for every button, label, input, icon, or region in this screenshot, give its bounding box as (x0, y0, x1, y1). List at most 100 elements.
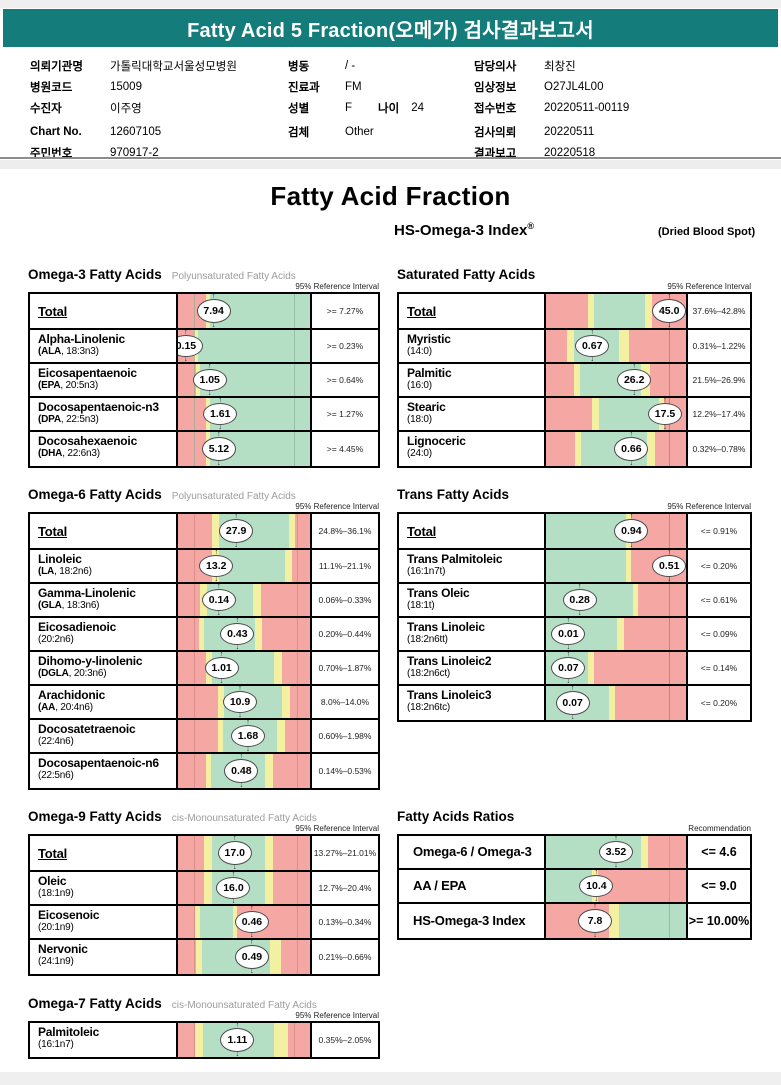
reference-hairline (296, 514, 298, 548)
zone-red (628, 330, 686, 362)
value-marker: ↑ 1.61 ↓ (203, 398, 238, 430)
fatty-acid-name: AA / EPA (399, 870, 546, 902)
arrow-down-icon: ↓ (246, 746, 250, 752)
fatty-acid-label: Trans Palmitoleic (407, 552, 503, 566)
panel-table: Total ↑ 27.9 ↓ 24.8%–36.1% Linoleic (LA, 18:2n… (28, 512, 380, 790)
zone-yellow (205, 754, 211, 788)
fatty-acid-row: Trans Oleic (18:1t) ↑ 0.28 ↓ <= 0.61% (399, 584, 750, 618)
reference-interval: <= 0.91% (686, 514, 750, 548)
fatty-acid-label: Total (38, 846, 68, 861)
panel-head: Trans Fatty Acids 95% Reference Interval (397, 486, 752, 512)
field-value: O27JL4L00 (544, 80, 604, 93)
arrow-up-icon: ↑ (594, 870, 599, 876)
value-oval: 0.49 (234, 945, 269, 969)
arrow-up-icon: ↑ (566, 618, 571, 624)
fatty-acid-formula: (24:0) (407, 448, 432, 459)
fatty-acid-formula: (18:2n6tc) (407, 702, 451, 713)
arrow-down-icon: ↓ (235, 1051, 240, 1057)
zone-red (178, 872, 205, 904)
reference-bar: ↑ 0.07 ↓ (546, 652, 686, 684)
value-oval: 3.52 (599, 841, 633, 863)
patient-info-row: 임상정보 O27JL4L00 (474, 76, 629, 97)
field-value: 최창진 (544, 60, 576, 73)
arrow-down-icon: ↓ (214, 576, 219, 582)
reference-bar: ↑ 1.01 ↓ (178, 652, 310, 684)
fatty-acid-row: Docosapentaenoic-n6 (22:5n6) ↑ 0.48 ↓ 0.14%–0… (30, 754, 378, 788)
arrow-up-icon: ↑ (211, 294, 216, 300)
registered-mark: ® (527, 221, 535, 231)
reference-bar: ↑ 10.9 ↓ (178, 686, 310, 718)
reference-interval: 0.31%–1.22% (686, 330, 750, 362)
field-value: 이주영 (110, 102, 142, 115)
reference-hairline (296, 584, 298, 616)
fatty-acid-label: Nervonic (38, 942, 88, 956)
fatty-acid-label: Docosapentaenoic-n6 (38, 756, 159, 770)
reference-hairline (193, 1023, 195, 1057)
zone-red (546, 330, 567, 362)
fatty-acid-row: Linoleic (LA, 18:2n6) ↑ 13.2 ↓ 11.1%–21.1% (30, 550, 378, 584)
panel-head: Saturated Fatty Acids 95% Reference Inter… (397, 266, 752, 292)
reference-interval: <= 0.09% (686, 618, 750, 650)
fatty-acid-formula: (18:2n6ct) (407, 668, 451, 679)
zone-yellow (617, 618, 625, 650)
value-marker: ↑ 0.66 ↓ (614, 432, 649, 466)
value-oval: 0.67 (575, 335, 610, 357)
reference-interval: 0.06%–0.33% (310, 584, 378, 616)
value-marker: ↑ 10.4 ↓ (579, 870, 614, 902)
reference-bar: ↑ 17.5 ↓ (546, 398, 686, 430)
patient-info-row: 진료과 FM (288, 76, 424, 97)
reference-hairline (296, 940, 298, 974)
fatty-acid-name: Lignoceric (24:0) (399, 432, 546, 466)
reference-interval: >= 1.27% (310, 398, 378, 430)
fatty-acid-name: Alpha-Linolenic (ALA, 18:3n3) (30, 330, 178, 362)
zone-red (178, 584, 201, 616)
reference-hairline (193, 872, 195, 904)
zone-yellow (217, 686, 225, 718)
value-marker: ↑ 26.2 ↓ (617, 364, 652, 396)
arrow-down-icon: ↓ (231, 898, 236, 904)
reference-hairline (669, 686, 671, 720)
reference-bar: ↑ 0.67 ↓ (546, 330, 686, 362)
field-value: 15009 (110, 80, 142, 93)
fatty-acid-formula: (ALA, 18:3n3) (38, 346, 99, 357)
field-value: 24 (411, 101, 424, 114)
arrow-down-icon: ↓ (233, 864, 237, 870)
arrow-up-icon: ↑ (231, 872, 236, 878)
value-oval: 13.2 (199, 555, 234, 577)
arrow-down-icon: ↓ (235, 644, 240, 650)
reference-interval: 0.20%–0.44% (310, 618, 378, 650)
fatty-acid-row: Total ↑ 0.94 ↓ <= 0.91% (399, 514, 750, 550)
reference-hairline (669, 652, 671, 684)
field-label: 결과보고 (474, 147, 517, 160)
fatty-acid-row: Gamma-Linolenic (GLA, 18:3n6) ↑ 0.14 ↓ 0.06%–… (30, 584, 378, 618)
patient-info-column: 의뢰기관명 가톨릭대학교서울성모병원 병원코드 15009 수진자 이주영 Chart No… (30, 55, 237, 163)
zone-yellow (575, 432, 581, 466)
panel-head: Omega-7 Fatty Acids cis-Monounsaturated F… (28, 995, 380, 1021)
reference-interval: 0.14%–0.53% (310, 754, 378, 788)
zone-yellow (282, 686, 291, 718)
reference-bar: ↑ 0.28 ↓ (546, 584, 686, 616)
reference-hairline (669, 618, 671, 650)
zone-red (178, 686, 218, 718)
reference-hairline (193, 432, 195, 466)
panel-title: Trans Fatty Acids (397, 487, 510, 502)
patient-info-row: 병원코드 15009 (30, 76, 237, 97)
panel-ref-header: 95% Reference Interval (295, 502, 379, 511)
panel-trans: Trans Fatty Acids 95% Reference Interval T… (397, 486, 752, 722)
arrow-down-icon: ↓ (566, 644, 571, 650)
reference-hairline (193, 940, 195, 974)
arrow-down-icon: ↓ (239, 782, 244, 788)
recommendation-value: >= 10.00% (686, 904, 750, 938)
fatty-acid-label: Myristic (407, 332, 451, 346)
reference-bar: ↑ 0.01 ↓ (546, 618, 686, 650)
zone-red (178, 652, 206, 684)
reference-bar: ↑ 0.15 ↓ (178, 330, 310, 362)
panel-subtitle: Polyunsaturated Fatty Acids (171, 491, 296, 502)
zone-red (624, 618, 686, 650)
value-oval: 0.28 (562, 589, 597, 611)
fatty-acid-formula: (18:0) (407, 414, 432, 425)
patient-info-row: 수진자 이주영 (30, 97, 237, 118)
field-value: 12607105 (110, 125, 162, 138)
zone-red (295, 514, 310, 548)
zone-yellow (195, 1023, 204, 1057)
